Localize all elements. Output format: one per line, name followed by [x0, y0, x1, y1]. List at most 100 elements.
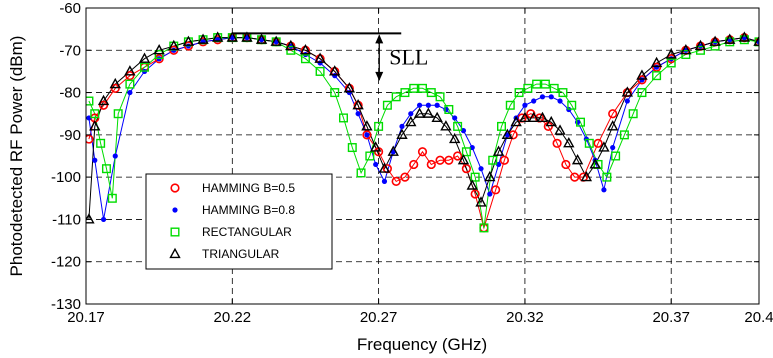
x-tick-label: 20.22 [214, 309, 252, 326]
point-hamming-b-0-5 [561, 159, 571, 170]
point-hamming-b-0-5 [470, 189, 480, 199]
point-hamming-b-0-8 [495, 161, 502, 168]
y-axis-label: Photodetected RF Power (dBm) [7, 36, 26, 277]
x-tick-label: 20.4 [744, 309, 773, 326]
point-rectangular [330, 88, 340, 98]
point-triangular [352, 99, 364, 110]
point-rectangular [497, 121, 507, 131]
point-rectangular [488, 155, 498, 165]
point-rectangular [90, 109, 100, 119]
y-axis-ticks: -130 -120 -110 -100 -90 -80 -70 -60 [51, 0, 759, 313]
point-triangular [536, 111, 549, 123]
point-triangular [396, 128, 408, 139]
legend-marker-triangular [169, 247, 181, 259]
point-hamming-b-0-8 [610, 144, 616, 151]
sll-arrow-head-top [375, 34, 384, 44]
point-rectangular [549, 83, 559, 93]
point-triangular [475, 196, 487, 207]
point-triangular [182, 35, 195, 46]
point-hamming-b-0-8 [373, 161, 379, 168]
y-tick-label: -130 [51, 296, 81, 313]
point-triangular [89, 120, 101, 131]
y-tick-label: -110 [52, 211, 81, 228]
point-rectangular [382, 100, 392, 110]
point-rectangular [409, 83, 419, 93]
point-rectangular [113, 109, 123, 119]
legend-marker-rectangular [170, 227, 180, 237]
point-hamming-b-0-5 [417, 147, 428, 157]
point-triangular [457, 153, 470, 165]
legend-marker-hamming-b-0-8 [172, 207, 178, 213]
point-rectangular [479, 223, 489, 233]
point-triangular [343, 82, 356, 93]
point-triangular [197, 33, 209, 44]
point-hamming-b-0-8 [557, 98, 563, 104]
point-hamming-b-0-8 [469, 144, 475, 151]
plot-frame [85, 7, 760, 305]
point-rectangular [558, 88, 568, 98]
point-hamming-b-0-5 [391, 176, 401, 186]
point-triangular [124, 65, 136, 76]
series-rectangular [86, 33, 759, 233]
point-triangular [440, 120, 452, 131]
point-triangular [413, 107, 426, 118]
point-hamming-b-0-8 [425, 102, 431, 108]
point-rectangular [637, 88, 647, 98]
point-hamming-b-0-5 [552, 138, 562, 148]
y-tick-label: -120 [51, 254, 81, 271]
point-rectangular [666, 58, 676, 68]
point-triangular [724, 33, 736, 44]
legend-marker-hamming-b-0-5 [170, 183, 180, 193]
point-triangular [422, 107, 435, 118]
point-rectangular [681, 50, 691, 60]
point-hamming-b-0-5 [491, 185, 501, 195]
point-triangular [571, 153, 584, 165]
point-rectangular [523, 83, 533, 93]
point-rectangular [754, 37, 759, 47]
point-rectangular [400, 88, 410, 98]
point-hamming-b-0-8 [127, 89, 133, 96]
point-triangular [528, 111, 540, 123]
point-hamming-b-0-8 [443, 106, 449, 113]
point-rectangular [628, 109, 638, 119]
point-rectangular [347, 143, 357, 153]
point-hamming-b-0-8 [364, 132, 370, 138]
point-triangular [270, 35, 282, 46]
point-triangular [753, 35, 759, 46]
point-triangular [285, 39, 297, 51]
point-hamming-b-0-8 [539, 94, 546, 100]
y-tick-label: -60 [59, 0, 81, 17]
point-triangular [329, 65, 341, 76]
x-axis-label: Frequency (GHz) [357, 335, 487, 354]
point-rectangular [86, 96, 94, 106]
point-rectangular [154, 50, 164, 60]
point-rectangular [505, 100, 515, 110]
point-triangular [431, 111, 443, 123]
point-hamming-b-0-8 [460, 128, 467, 134]
series-triangular [86, 31, 759, 224]
point-triangular [694, 39, 707, 51]
point-rectangular [652, 71, 662, 81]
point-triangular [621, 86, 634, 97]
point-triangular [168, 39, 180, 51]
point-triangular [449, 132, 461, 144]
point-hamming-b-0-8 [601, 187, 607, 193]
y-tick-label: -80 [59, 85, 81, 102]
point-hamming-b-0-8 [92, 157, 98, 163]
point-rectangular [567, 100, 577, 110]
point-triangular [545, 115, 557, 127]
point-hamming-b-0-8 [332, 73, 338, 79]
legend-label-triangular: TRIANGULAR [202, 247, 280, 261]
sll-arrow-head-bottom [375, 71, 384, 81]
point-hamming-b-0-5 [125, 71, 135, 81]
point-rectangular [444, 104, 454, 114]
point-hamming-b-0-8 [434, 102, 440, 108]
point-triangular [589, 158, 601, 169]
point-triangular [211, 31, 224, 42]
point-hamming-b-0-8 [478, 166, 484, 172]
point-rectangular [140, 62, 150, 72]
point-rectangular [286, 45, 296, 55]
point-hamming-b-0-5 [409, 159, 419, 170]
point-hamming-b-0-5 [593, 138, 603, 148]
legend: HAMMING B=0.5 HAMMING B=0.8 RECTANGULAR TRI… [145, 173, 333, 270]
